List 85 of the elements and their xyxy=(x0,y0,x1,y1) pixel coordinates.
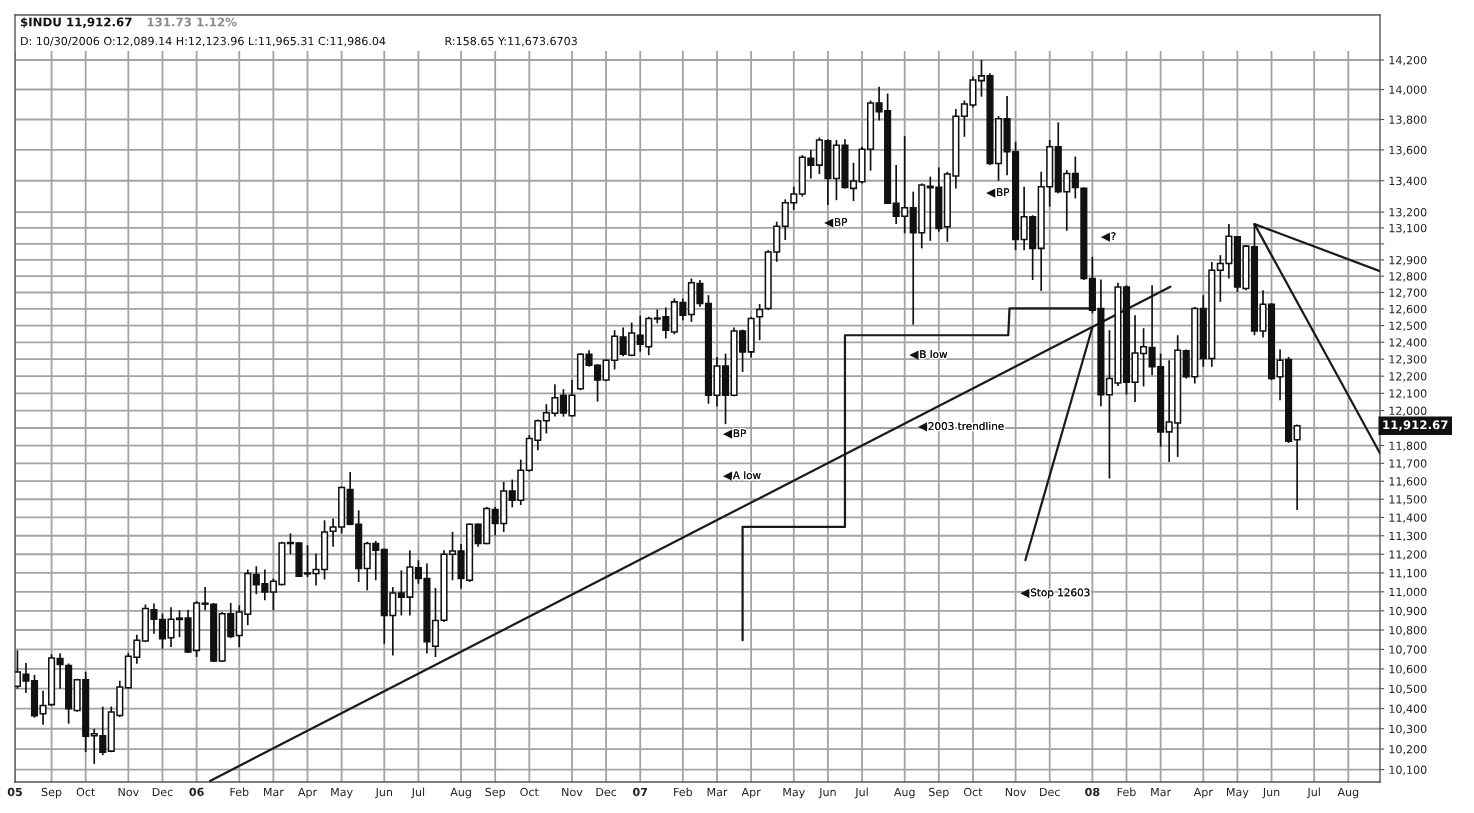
x-tick-label: Sep xyxy=(41,787,62,799)
x-tick-label: May xyxy=(331,787,353,799)
y-tick-label: 12,200 xyxy=(1389,372,1427,382)
y-tick-label: 11,300 xyxy=(1389,531,1427,542)
x-tick-label: Jul xyxy=(854,787,868,799)
y-tick-label: 13,100 xyxy=(1389,223,1427,234)
y-tick-label: 10,200 xyxy=(1389,745,1427,755)
x-tick-label: Aug xyxy=(450,787,471,799)
y-tick-label: 12,100 xyxy=(1389,389,1427,399)
x-tick-label: 05 xyxy=(7,787,22,797)
text: D: 10/30/2006 O:12,089.14 H:12,123.96 L:11,965.31 C:11,986.04 xyxy=(21,36,386,47)
y-tick-label: 12,000 xyxy=(1389,406,1427,417)
x-tick-label: Aug xyxy=(893,787,915,799)
y-tick-label: 10,800 xyxy=(1389,626,1427,636)
y-tick-label: 12,900 xyxy=(1389,255,1427,266)
y-tick-label: 11,700 xyxy=(1389,459,1427,469)
x-tick-label: 06 xyxy=(189,787,204,797)
y-tick-label: 10,300 xyxy=(1389,724,1427,735)
x-tick-label: Oct xyxy=(520,787,539,797)
annotation: BP xyxy=(997,188,1010,196)
x-tick-label: Oct xyxy=(76,787,96,797)
annotation: BP xyxy=(733,429,746,438)
y-tick-label: 12,500 xyxy=(1389,321,1427,332)
x-tick-label: Jun xyxy=(375,787,393,799)
annotation: R:158.65 Y:11,673.6703 xyxy=(445,36,577,47)
y-tick-label: 13,800 xyxy=(1389,115,1427,125)
y-tick-label: 12,600 xyxy=(1389,304,1427,315)
annotation: 131.73 1.12% xyxy=(147,17,237,27)
y-tick-label: 10,700 xyxy=(1389,645,1427,655)
y-tick-label: 10,600 xyxy=(1389,664,1427,675)
y-tick-label: 10,100 xyxy=(1389,765,1427,776)
x-tick-label: Apr xyxy=(1193,787,1213,799)
y-tick-label: 12,300 xyxy=(1389,355,1427,365)
x-tick-label: Dec xyxy=(152,787,173,797)
x-tick-label: Jul xyxy=(1306,787,1320,799)
x-tick-label: Feb xyxy=(1117,787,1136,797)
x-tick-label: 07 xyxy=(633,787,648,797)
annotation: 2003 trendline xyxy=(928,421,1004,430)
y-tick-label: 11,500 xyxy=(1389,495,1427,505)
y-tick-label: 10,500 xyxy=(1389,684,1427,695)
x-tick-label: Apr xyxy=(741,787,761,799)
y-tick-label: 13,200 xyxy=(1389,208,1427,218)
y-tick-label: 11,100 xyxy=(1389,568,1427,579)
y-tick-label: 13,600 xyxy=(1389,145,1427,156)
y-tick-label: 14,000 xyxy=(1389,85,1427,96)
x-tick-label: Mar xyxy=(263,787,284,797)
x-tick-label: May xyxy=(783,787,805,799)
y-tick-label: 11,800 xyxy=(1389,441,1427,452)
y-tick-label: 14,200 xyxy=(1389,55,1427,66)
y-tick-label: 12,400 xyxy=(1389,338,1427,348)
x-tick-label: Aug xyxy=(1337,787,1359,799)
annotation: A low xyxy=(732,471,761,480)
y-tick-label: 11,600 xyxy=(1389,477,1427,487)
x-tick-label: Feb xyxy=(230,787,249,797)
x-tick-label: Oct xyxy=(963,787,983,797)
y-tick-label: 11,200 xyxy=(1389,550,1427,560)
annotation: ? xyxy=(1111,232,1116,241)
x-tick-label: Nov xyxy=(562,787,583,797)
annotation: Stop 12603 xyxy=(1030,588,1090,599)
text: 11,912.67 xyxy=(1383,420,1448,431)
x-tick-label: May xyxy=(1227,787,1249,799)
y-tick-label: 10,900 xyxy=(1389,606,1427,617)
chart-title: $INDU 11,912.67 xyxy=(20,17,132,28)
x-tick-label: Jun xyxy=(1262,787,1280,799)
x-tick-label: Nov xyxy=(1005,787,1027,797)
y-tick-label: 11,000 xyxy=(1389,587,1427,598)
x-tick-label: Apr xyxy=(297,787,318,799)
annotation: B low xyxy=(920,350,948,359)
y-tick-label: 13,400 xyxy=(1389,176,1427,187)
x-tick-label: Mar xyxy=(1151,787,1172,797)
y-tick-label: 10,400 xyxy=(1389,704,1427,715)
x-tick-label: Sep xyxy=(485,787,506,799)
x-tick-label: Dec xyxy=(596,787,617,797)
x-tick-label: Dec xyxy=(1040,787,1060,797)
x-tick-label: Feb xyxy=(674,787,693,797)
y-tick-label: 12,800 xyxy=(1389,272,1427,282)
x-tick-label: Nov xyxy=(118,787,139,797)
x-tick-label: 08 xyxy=(1085,787,1100,797)
y-tick-label: 12,700 xyxy=(1389,288,1427,299)
x-tick-label: Jun xyxy=(818,787,836,799)
y-tick-label: 11,400 xyxy=(1389,513,1427,523)
x-tick-label: Sep xyxy=(929,787,949,799)
x-tick-label: Mar xyxy=(707,787,728,797)
x-tick-label: Jul xyxy=(411,787,425,799)
annotation: BP xyxy=(835,218,848,226)
